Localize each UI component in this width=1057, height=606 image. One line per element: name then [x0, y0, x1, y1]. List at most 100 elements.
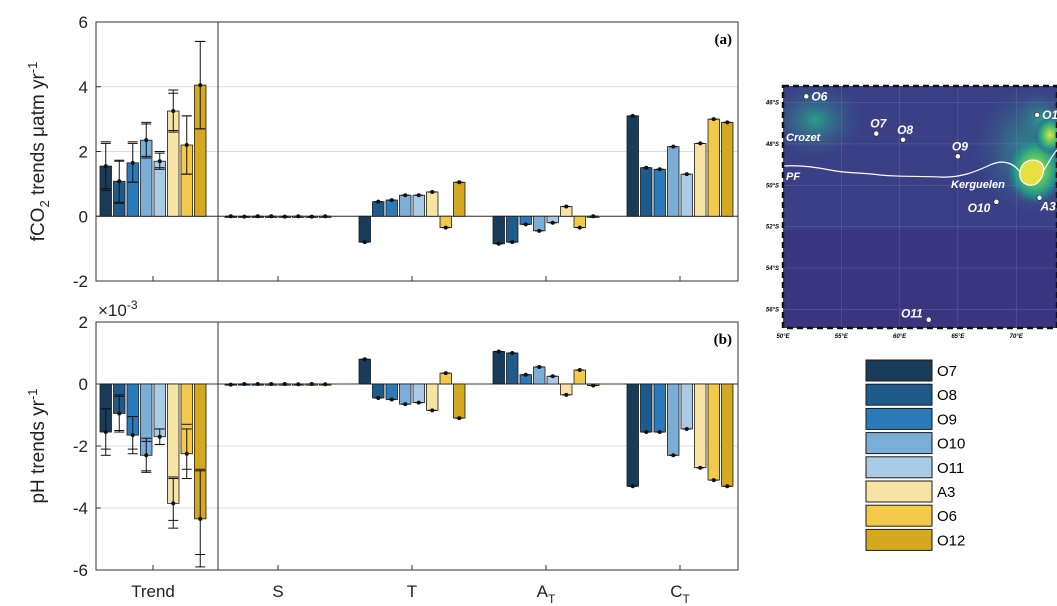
y-tick-label: -2 — [73, 437, 88, 456]
value-dot-b-O12 — [725, 484, 730, 489]
map-lat-label: 56°S — [766, 307, 779, 313]
panel-b: -6 -4 -2 0 2 (b) pH trends yr-1 ×10-3 — [25, 298, 739, 580]
value-dot-b-O12 — [198, 516, 203, 521]
bar-b-2-O9 — [385, 383, 398, 400]
legend-label-O6: O6 — [937, 508, 957, 525]
value-dot-a-O12 — [323, 214, 328, 219]
value-dot-b-A3 — [698, 465, 703, 470]
bar-a-2-O10 — [399, 194, 412, 217]
value-dot-a-O11 — [157, 159, 162, 164]
value-dot-b-O6 — [577, 368, 582, 373]
value-dot-a-O9 — [130, 160, 135, 165]
bar-b-3-O10 — [533, 366, 546, 385]
station-marker-O7 — [873, 130, 880, 137]
bar-b-3-O8 — [506, 352, 519, 385]
value-dot-b-O9 — [657, 430, 662, 435]
bar-a-4-O7 — [626, 115, 639, 217]
map-gridlines — [783, 86, 1057, 328]
value-dot-a-O12 — [591, 214, 596, 219]
value-dot-b-O9 — [389, 397, 394, 402]
y-axis-label: fCO2 trends μatm yr-1 — [25, 62, 52, 242]
bar-b-4-O9 — [653, 383, 666, 433]
value-dot-a-O7 — [496, 241, 501, 246]
station-label-O7: O7 — [870, 117, 887, 131]
bar-b-2-O10 — [399, 383, 412, 405]
bar-b-2-A3 — [426, 383, 439, 411]
bar-a-3-O10 — [533, 215, 546, 232]
station-marker-O9 — [954, 153, 961, 160]
bar-a-2-O9 — [385, 199, 398, 217]
value-dot-b-O12 — [323, 382, 328, 387]
value-dot-b-A3 — [296, 382, 301, 387]
map-lon-label: 55°E — [835, 334, 849, 340]
value-dot-a-A3 — [296, 214, 301, 219]
value-dot-b-A3 — [564, 392, 569, 397]
value-dot-a-O11 — [550, 220, 555, 225]
map-place-crozet: Crozet — [786, 132, 822, 144]
map-lat-label: 54°S — [766, 266, 779, 272]
bar-b-2-O11 — [412, 383, 425, 404]
bar-b-3-O7 — [492, 351, 505, 385]
legend-swatch-O11 — [865, 456, 933, 479]
value-dot-b-O6 — [711, 478, 716, 483]
bar-b-4-O10 — [667, 383, 680, 456]
value-dot-a-O10 — [269, 214, 274, 219]
map-lon-label: 60°E — [893, 334, 907, 340]
bar-a-2-O11 — [412, 194, 425, 217]
map-axis-labels: 46°S 48°S 50°S 52°S 54°S 56°S 50°E 55°E 60°E 65°E… — [765, 101, 1024, 340]
value-dot-a-O6 — [711, 117, 716, 122]
bar-a-2-O7 — [358, 215, 371, 243]
value-dot-a-O9 — [255, 214, 260, 219]
map-frame — [781, 84, 1057, 330]
value-dot-b-O7 — [103, 430, 108, 435]
bar-a-4-O6 — [707, 118, 720, 217]
legend-swatch-O7 — [865, 359, 933, 382]
station-marker-O6 — [803, 93, 810, 100]
value-dot-a-O12 — [725, 120, 730, 125]
value-dot-a-O6 — [443, 225, 448, 230]
value-dot-b-O10 — [537, 364, 542, 369]
value-dot-b-O11 — [416, 400, 421, 405]
map-stations: O6 O7 O8 O9 O10 O11 O1 A3 — [803, 89, 1057, 323]
value-dot-b-O10 — [671, 453, 676, 458]
x-category-label: S — [272, 582, 283, 601]
bar-a-3-O7 — [492, 215, 505, 245]
value-dot-b-O10 — [269, 382, 274, 386]
value-dot-b-O7 — [630, 484, 635, 489]
map-lat-label: 48°S — [765, 142, 779, 148]
map-lon-label: 70°E — [1010, 334, 1024, 340]
value-dot-a-O6 — [184, 143, 189, 148]
value-dot-a-O7 — [228, 214, 233, 219]
value-dot-b-O6 — [309, 382, 314, 386]
map-lon-label: 65°E — [951, 334, 965, 340]
value-dot-a-O11 — [282, 214, 287, 219]
value-dot-b-O11 — [282, 382, 287, 386]
bar-a-4-A3 — [694, 143, 707, 217]
legend-label-A3: A3 — [937, 484, 955, 501]
panel-label: (a) — [715, 32, 733, 48]
station-marker-A3 — [1036, 194, 1043, 201]
value-dot-a-O6 — [577, 225, 582, 230]
x-category-label: AT — [537, 582, 556, 606]
panel-a: -2 0 2 4 6 (a) fCO2 trends μatm yr-1 — [25, 13, 739, 291]
map-place-kerguelen: Kerguelen — [951, 179, 1005, 191]
station-label-O10: O10 — [968, 201, 991, 215]
value-dot-b-O8 — [117, 411, 122, 416]
station-marker-O1 — [1034, 112, 1041, 118]
value-dot-b-O8 — [510, 351, 515, 355]
y-tick-label: 4 — [79, 78, 88, 97]
value-dot-a-O7 — [630, 113, 635, 118]
station-label-O8: O8 — [897, 123, 913, 137]
value-dot-b-O9 — [255, 382, 260, 386]
legend-swatch-O12 — [865, 528, 933, 551]
value-dot-b-O7 — [496, 349, 501, 354]
legend-swatch-A3 — [865, 480, 933, 503]
value-dot-b-O10 — [144, 453, 149, 458]
value-dot-b-O7 — [362, 357, 367, 362]
value-dot-a-O10 — [537, 228, 542, 233]
station-label-A3: A3 — [1040, 200, 1057, 214]
bar-a-4-O8 — [640, 167, 653, 217]
value-dot-a-O10 — [403, 193, 408, 198]
bar-b-2-O8 — [372, 383, 385, 399]
